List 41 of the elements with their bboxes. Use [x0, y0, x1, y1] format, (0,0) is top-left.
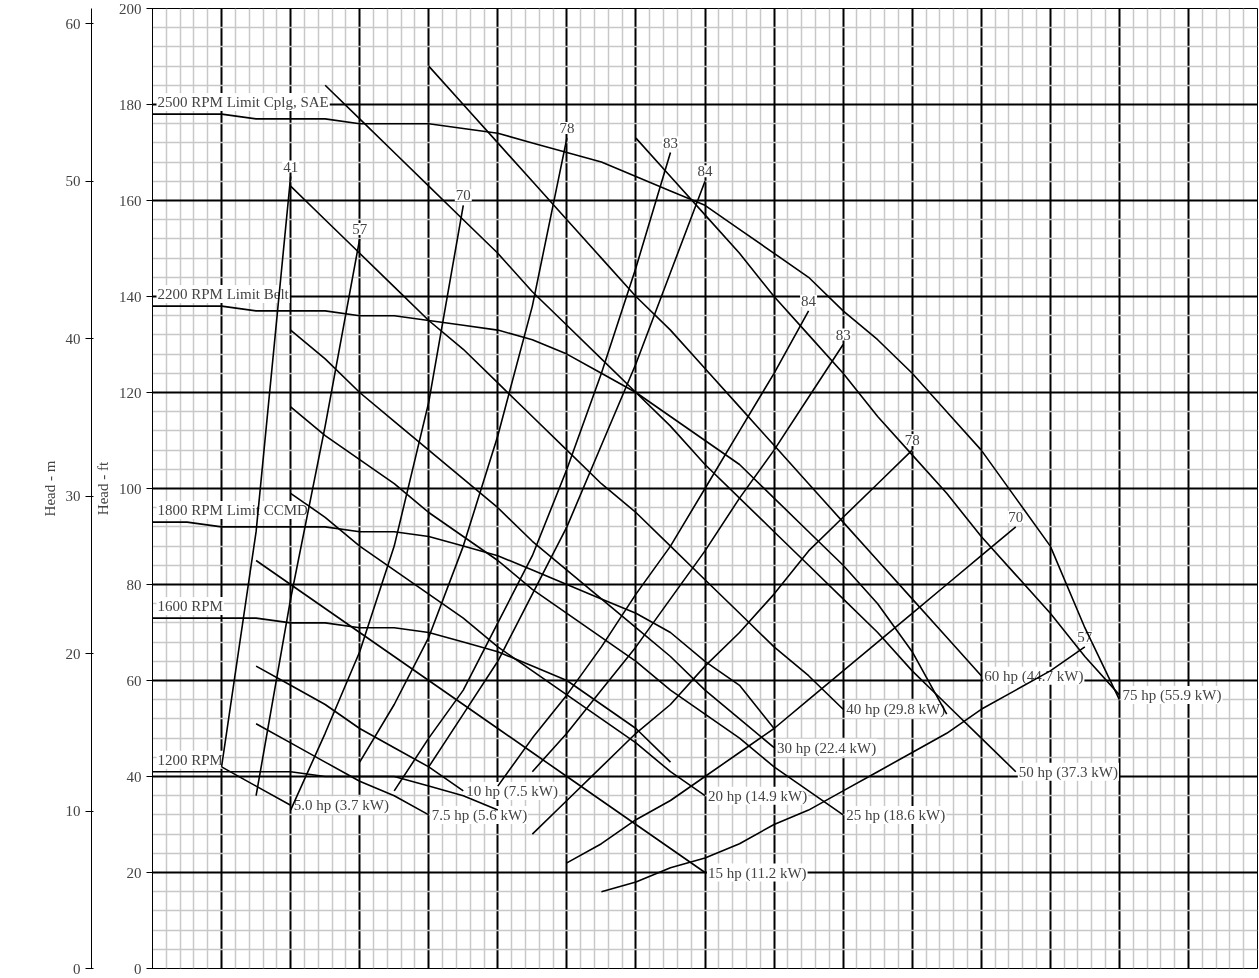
y-tick-label: 180: [119, 96, 142, 113]
series-label: 83: [835, 326, 851, 343]
y-tick-label: 140: [119, 288, 142, 305]
y2-tick-label: 0: [73, 960, 81, 977]
series-label: 84: [697, 163, 713, 180]
y2-tick-label: 20: [65, 645, 81, 662]
y2-tick-label: 60: [65, 15, 81, 32]
y2-axis-title: Head - m: [41, 460, 58, 517]
y-tick-label: 100: [119, 480, 142, 497]
y2-tick-label: 50: [65, 173, 81, 190]
y-tick-label: 0: [134, 960, 142, 977]
series-label: 78: [559, 120, 575, 137]
y2-tick-label: 40: [65, 330, 81, 347]
series-label: 78: [904, 432, 920, 449]
y2-tick-label: 10: [65, 803, 81, 820]
y-tick-label: 20: [126, 864, 142, 881]
series-label: 15 hp (11.2 kW): [708, 864, 807, 882]
y-tick-label: 160: [119, 192, 142, 209]
y-tick-label: 40: [126, 768, 142, 785]
series-label: 41: [283, 158, 299, 175]
series-label: 10 hp (7.5 kW): [466, 782, 558, 800]
series-label: 1600 RPM: [157, 598, 223, 615]
y-tick-label: 200: [119, 0, 142, 17]
y-tick-label: 80: [126, 576, 142, 593]
series-label: 75 hp (55.9 kW): [1122, 686, 1222, 704]
series-label: 83: [662, 134, 678, 151]
series-label: 7.5 hp (5.6 kW): [431, 806, 528, 824]
series-label: 50 hp (37.3 kW): [1018, 763, 1118, 781]
series-label: 25 hp (18.6 kW): [846, 806, 946, 824]
series-label: 2500 RPM Limit Cplg, SAE: [157, 94, 329, 111]
series-label: 70: [1008, 508, 1024, 525]
y2-tick-label: 30: [65, 488, 81, 505]
series-label: 57: [352, 220, 368, 237]
series-label: 70: [455, 187, 471, 204]
y-tick-label: 60: [126, 672, 142, 689]
y-tick-label: 120: [119, 384, 142, 401]
series-label: 30 hp (22.4 kW): [777, 739, 877, 757]
series-label: 5.0 hp (3.7 kW): [293, 797, 390, 815]
y-axis-title: Head - ft: [95, 461, 111, 516]
series-label: 84: [801, 292, 817, 309]
series-label: 20 hp (14.9 kW): [708, 787, 808, 805]
